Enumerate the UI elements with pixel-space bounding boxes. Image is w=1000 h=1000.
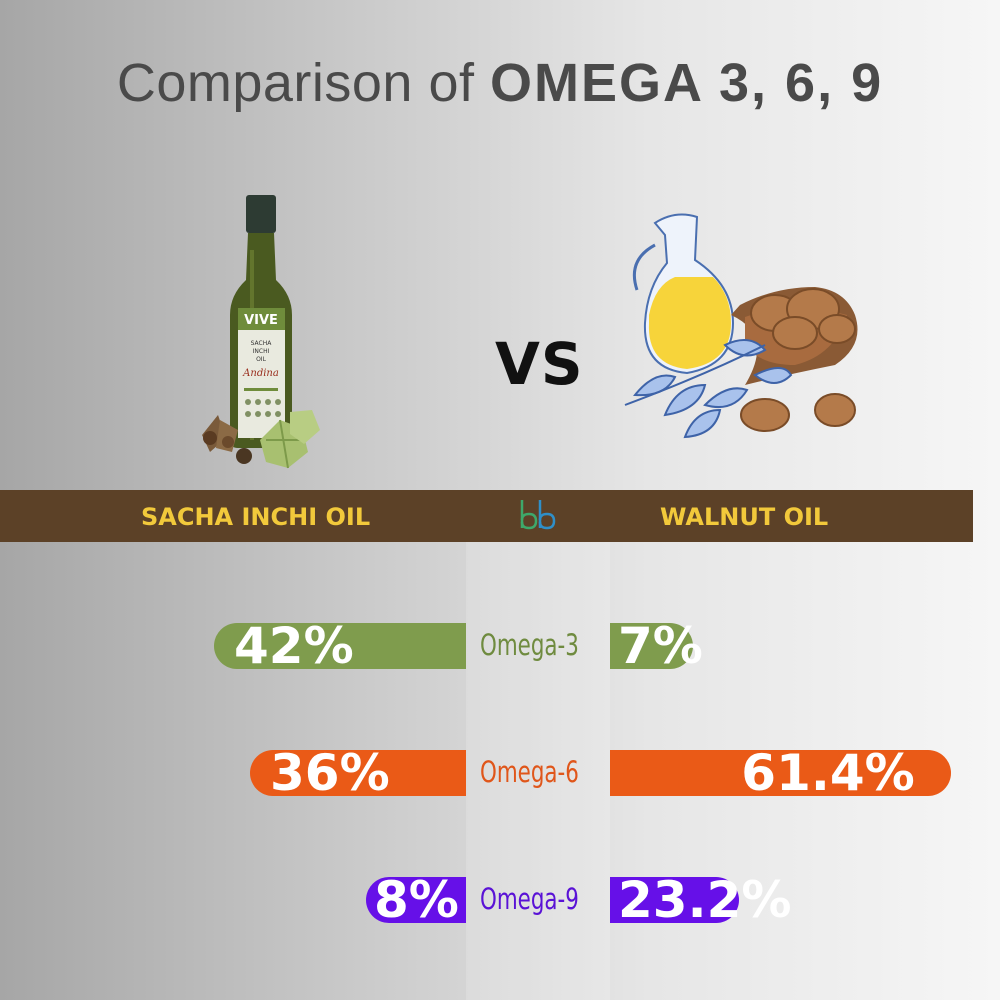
bottle-line2: INCHI [253, 348, 270, 355]
page-title: Comparison of OMEGA 3, 6, 9 [0, 52, 1000, 114]
category-label-omega-9: Omega-9 [480, 882, 579, 916]
bottle-maker: Andina [242, 368, 279, 379]
sacha-omega-6-bar: 36% [250, 750, 466, 796]
bottle-line3: OIL [256, 356, 266, 363]
walnut-omega-9-value: 23.2% [618, 871, 792, 929]
category-label-omega-6: Omega-6 [480, 755, 579, 789]
bottle-brand: VIVE [244, 313, 278, 328]
title-prefix: Comparison of [116, 53, 491, 113]
sacha-omega-3-value: 42% [234, 623, 354, 669]
title-emphasis: OMEGA 3, 6, 9 [490, 53, 884, 113]
sacha-omega-9-value: 8% [374, 877, 459, 923]
bottle-line1: SACHA [251, 340, 273, 347]
bb-logo-icon [520, 500, 556, 530]
walnut-omega-6-bar: 61.4% [610, 744, 951, 802]
walnut-omega-6-value: 61.4% [741, 744, 915, 802]
walnut-omega-3-value: 7% [618, 617, 703, 675]
sacha-omega-6-value: 36% [270, 750, 390, 796]
walnut-omega-3-bar: 7% [610, 617, 703, 675]
right-product-label: WALNUT OIL [660, 503, 829, 531]
product-header-band [0, 490, 973, 542]
sacha-omega-9-bar: 8% [366, 877, 466, 923]
sacha-omega-3-bar: 42% [214, 623, 466, 669]
walnut-oil-image [624, 213, 858, 439]
left-product-label: SACHA INCHI OIL [141, 503, 371, 531]
walnut-omega-9-bar: 23.2% [610, 871, 791, 929]
vs-label: VS [495, 330, 584, 398]
category-center-strip [466, 542, 610, 1000]
category-label-omega-3: Omega-3 [480, 628, 579, 662]
sacha-inchi-bottle-image: VIVE SACHA INCHI OIL Andina [202, 195, 320, 469]
